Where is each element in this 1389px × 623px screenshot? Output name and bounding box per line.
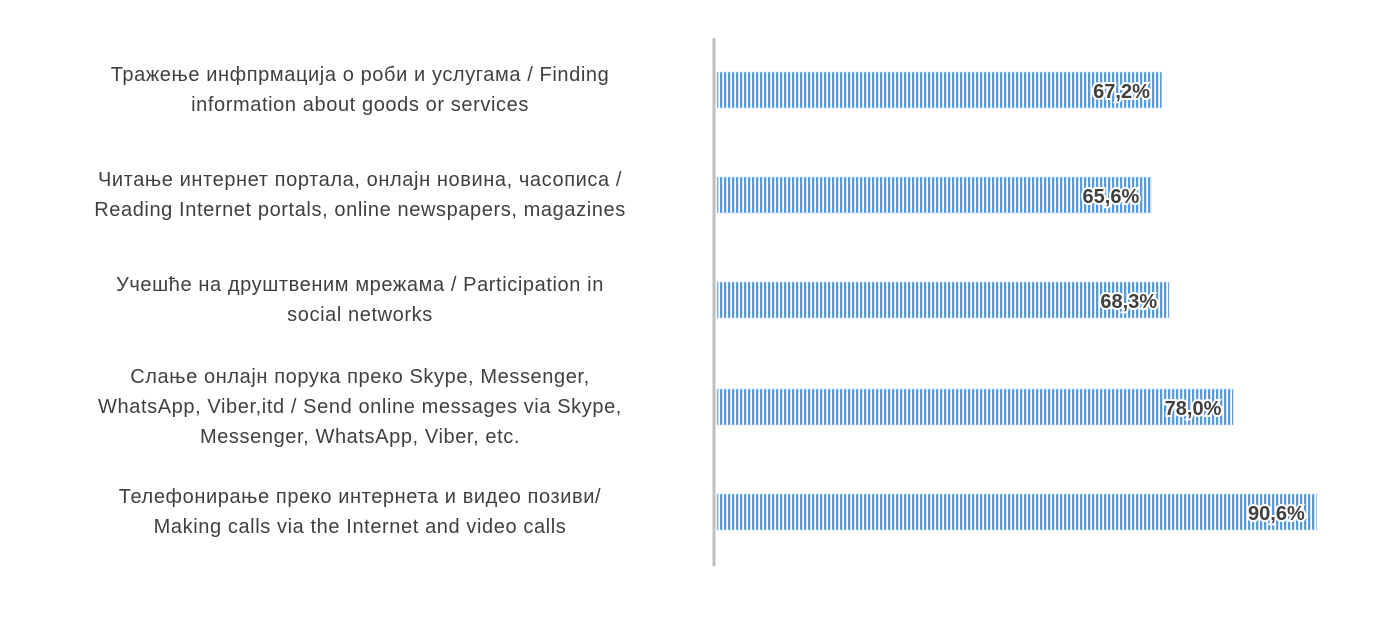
data-label: 65,6% — [1083, 186, 1140, 208]
bar — [716, 176, 1152, 214]
bar — [716, 281, 1170, 319]
category-label: Телефонирање преко интернета и видео поз… — [118, 486, 602, 538]
data-label: 90,6% — [1248, 503, 1305, 525]
category-label: Тражење инфпрмација о роби и услугама / … — [110, 64, 610, 116]
category-label: Читање интернет портала, онлајн новина, … — [94, 169, 626, 221]
data-label: 78,0% — [1165, 398, 1222, 420]
data-label: 68,3% — [1100, 291, 1157, 313]
bar — [716, 493, 1318, 531]
bar — [716, 388, 1234, 426]
category-label: Слање онлајн порука преко Skype, Messeng… — [98, 366, 622, 448]
category-label: Учешће на друштвеним мрежама / Participa… — [116, 274, 604, 326]
bar — [716, 71, 1163, 109]
data-label: 67,2% — [1093, 81, 1150, 103]
